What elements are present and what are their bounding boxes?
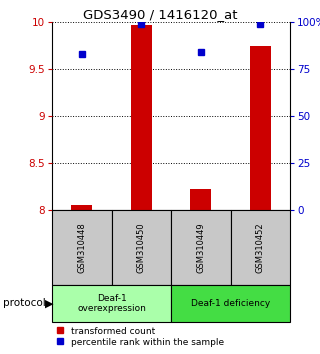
Bar — [52, 210, 111, 285]
Bar — [250, 46, 271, 210]
Text: GSM310449: GSM310449 — [196, 222, 205, 273]
Bar — [230, 210, 290, 285]
Bar — [52, 285, 171, 322]
Bar — [131, 25, 152, 210]
Bar — [171, 210, 230, 285]
Bar — [190, 189, 211, 210]
Bar — [171, 285, 290, 322]
Text: GDS3490 / 1416120_at: GDS3490 / 1416120_at — [83, 8, 237, 21]
Bar — [111, 210, 171, 285]
Text: GSM310450: GSM310450 — [137, 222, 146, 273]
Bar — [71, 205, 92, 210]
Text: Deaf-1
overexpression: Deaf-1 overexpression — [77, 294, 146, 313]
Text: GSM310448: GSM310448 — [77, 222, 86, 273]
Text: GSM310452: GSM310452 — [256, 222, 265, 273]
Text: protocol: protocol — [3, 298, 46, 308]
Text: ▶: ▶ — [45, 298, 54, 308]
Text: Deaf-1 deficiency: Deaf-1 deficiency — [191, 299, 270, 308]
Legend: transformed count, percentile rank within the sample: transformed count, percentile rank withi… — [57, 326, 224, 347]
